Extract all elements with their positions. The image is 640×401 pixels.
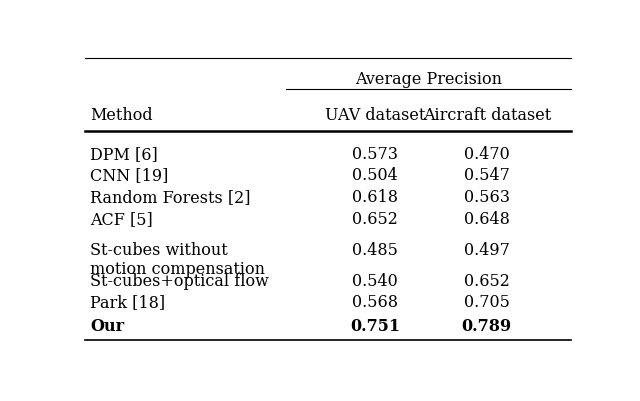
Text: 0.540: 0.540 [352, 272, 398, 289]
Text: 0.568: 0.568 [352, 294, 398, 310]
Text: UAV dataset: UAV dataset [325, 107, 426, 124]
Text: 0.751: 0.751 [350, 317, 400, 334]
Text: Our: Our [90, 317, 124, 334]
Text: DPM [6]: DPM [6] [90, 146, 157, 162]
Text: Method: Method [90, 107, 152, 124]
Text: Average Precision: Average Precision [355, 71, 502, 88]
Text: Aircraft dataset: Aircraft dataset [422, 107, 551, 124]
Text: Random Forests [2]: Random Forests [2] [90, 188, 250, 206]
Text: 0.470: 0.470 [464, 146, 509, 162]
Text: 0.789: 0.789 [461, 317, 512, 334]
Text: 0.652: 0.652 [464, 272, 509, 289]
Text: 0.573: 0.573 [352, 146, 398, 162]
Text: St-cubes without
motion compensation: St-cubes without motion compensation [90, 241, 265, 277]
Text: 0.563: 0.563 [464, 188, 509, 206]
Text: 0.485: 0.485 [352, 241, 398, 258]
Text: 0.497: 0.497 [464, 241, 509, 258]
Text: 0.652: 0.652 [352, 210, 398, 227]
Text: Park [18]: Park [18] [90, 294, 165, 310]
Text: 0.648: 0.648 [464, 210, 509, 227]
Text: St-cubes+optical flow: St-cubes+optical flow [90, 272, 269, 289]
Text: 0.504: 0.504 [352, 167, 398, 184]
Text: 0.705: 0.705 [464, 294, 509, 310]
Text: 0.547: 0.547 [464, 167, 509, 184]
Text: CNN [19]: CNN [19] [90, 167, 168, 184]
Text: 0.618: 0.618 [352, 188, 398, 206]
Text: ACF [5]: ACF [5] [90, 210, 153, 227]
